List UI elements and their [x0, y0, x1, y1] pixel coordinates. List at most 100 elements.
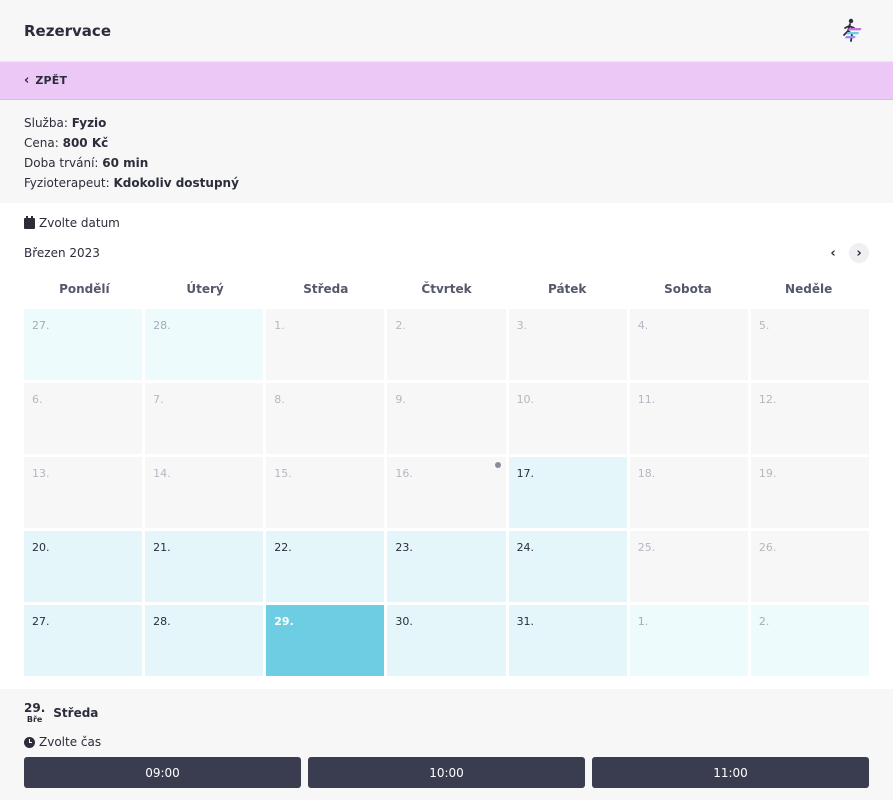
service-value: Fyzio — [71, 116, 107, 130]
calendar: Zvolte datum Březen 2023 ‹ › Pondělí Úter… — [0, 203, 893, 689]
selected-day-num: 29. — [24, 701, 46, 715]
calendar-day[interactable]: 17. — [508, 457, 627, 528]
calendar-day[interactable]: 22. — [266, 531, 385, 602]
selected-weekday: Středa — [53, 706, 99, 720]
next-month-button[interactable]: › — [849, 243, 869, 263]
calendar-icon — [24, 215, 35, 229]
day-number: 13. — [32, 467, 50, 480]
day-number: 25. — [637, 541, 656, 554]
day-number: 27. — [32, 615, 50, 628]
month-nav: ‹ › — [823, 243, 869, 263]
day-number: 3. — [516, 319, 528, 332]
day-number: 1. — [637, 615, 649, 628]
day-number: 8. — [274, 393, 285, 406]
day-number: 16. — [395, 467, 413, 480]
calendar-day[interactable]: 23. — [387, 531, 506, 602]
selected-date: 29. Bře Středa — [24, 701, 869, 725]
calendar-day: 19. — [750, 457, 869, 528]
day-number: 22. — [274, 541, 292, 554]
day-number: 14. — [153, 467, 171, 480]
price-label: Cena: — [24, 136, 59, 150]
choose-time-heading: Zvolte čas — [24, 735, 869, 749]
calendar-day: 15. — [266, 457, 385, 528]
back-bar: ‹ ZPĚT — [0, 62, 893, 100]
price-value: 800 Kč — [62, 136, 109, 150]
duration-label: Doba trvání: — [24, 156, 99, 170]
day-number: 2. — [395, 319, 406, 332]
day-number: 12. — [758, 393, 777, 406]
therapist-value: Kdokoliv dostupný — [113, 176, 239, 190]
day-number: 28. — [153, 615, 171, 628]
duration-row: Doba trvání: 60 min — [24, 153, 869, 173]
day-number: 19. — [758, 467, 777, 480]
day-number: 29. — [274, 615, 294, 628]
calendar-day: 26. — [750, 531, 869, 602]
therapist-label: Fyzioterapeut: — [24, 176, 110, 190]
calendar-day: 2. — [750, 605, 869, 676]
selected-day-number: 29. Bře — [24, 701, 45, 725]
day-number: 11. — [637, 393, 656, 406]
calendar-day: 1. — [629, 605, 748, 676]
day-number: 20. — [32, 541, 50, 554]
calendar-day[interactable]: 28. — [145, 605, 264, 676]
day-number: 5. — [758, 319, 770, 332]
calendar-day: 6. — [24, 383, 143, 454]
day-number: 17. — [516, 467, 535, 480]
calendar-day: 2. — [387, 309, 506, 380]
day-number: 30. — [395, 615, 413, 628]
calendar-day[interactable]: 31. — [508, 605, 627, 676]
calendar-day-selected[interactable]: 29. — [266, 605, 385, 676]
calendar-day[interactable]: 21. — [145, 531, 264, 602]
weekday-label: Pátek — [547, 282, 587, 296]
weekday-header: Pondělí Úterý Středa Čtvrtek Pátek Sobota Nedě… — [24, 271, 869, 307]
clock-icon — [24, 736, 35, 748]
calendar-day: 3. — [508, 309, 627, 380]
weekday-label: Úterý — [186, 282, 224, 296]
calendar-day: 13. — [24, 457, 143, 528]
day-number: 21. — [153, 541, 171, 554]
day-number: 1. — [274, 319, 285, 332]
prev-month-button[interactable]: ‹ — [830, 245, 836, 261]
selected-month-abbr: Bře — [26, 715, 43, 724]
weekday-label: Sobota — [664, 282, 712, 296]
day-number: 10. — [516, 393, 535, 406]
weekday-label: Neděle — [785, 282, 833, 296]
day-number: 31. — [516, 615, 535, 628]
calendar-day: 14. — [145, 457, 264, 528]
calendar-day[interactable]: 24. — [508, 531, 627, 602]
calendar-day: 25. — [629, 531, 748, 602]
time-slot-button[interactable]: 10:00 — [308, 757, 585, 788]
time-slot-button[interactable]: 11:00 — [592, 757, 869, 788]
day-number: 27. — [32, 319, 50, 332]
day-number: 9. — [395, 393, 406, 406]
calendar-day[interactable]: 30. — [387, 605, 506, 676]
booking-info: Služba: Fyzio Cena: 800 Kč Doba trvání: … — [0, 100, 893, 203]
day-grid: 27. 28. 1. 2. 3. 4. 5. 6. 7. 8. 9. 10. 11. 12. 13. 14. 1… — [24, 309, 869, 676]
choose-time-label: Zvolte čas — [39, 735, 102, 749]
choose-date-heading: Zvolte datum — [24, 215, 869, 231]
day-number: 28. — [153, 319, 171, 332]
time-slot-button[interactable]: 09:00 — [24, 757, 301, 788]
price-row: Cena: 800 Kč — [24, 133, 869, 153]
calendar-day: 4. — [629, 309, 748, 380]
calendar-day: 27. — [24, 309, 143, 380]
day-number: 18. — [637, 467, 656, 480]
service-row: Služba: Fyzio — [24, 113, 869, 133]
weekday-label: Středa — [303, 282, 349, 296]
calendar-day[interactable]: 27. — [24, 605, 143, 676]
day-number: 15. — [274, 467, 292, 480]
calendar-day: 7. — [145, 383, 264, 454]
calendar-day: 5. — [750, 309, 869, 380]
calendar-day[interactable]: 20. — [24, 531, 143, 602]
calendar-day: 9. — [387, 383, 506, 454]
calendar-day: 16. — [387, 457, 506, 528]
app-header: Rezervace — [0, 0, 893, 62]
back-button[interactable]: ‹ ZPĚT — [24, 73, 67, 88]
weekday-label: Čtvrtek — [421, 282, 472, 296]
day-number: 23. — [395, 541, 413, 554]
day-number: 7. — [153, 393, 164, 406]
day-number: 26. — [758, 541, 777, 554]
today-dot-icon — [494, 462, 501, 468]
chevron-left-icon: ‹ — [24, 73, 30, 88]
duration-value: 60 min — [102, 156, 149, 170]
